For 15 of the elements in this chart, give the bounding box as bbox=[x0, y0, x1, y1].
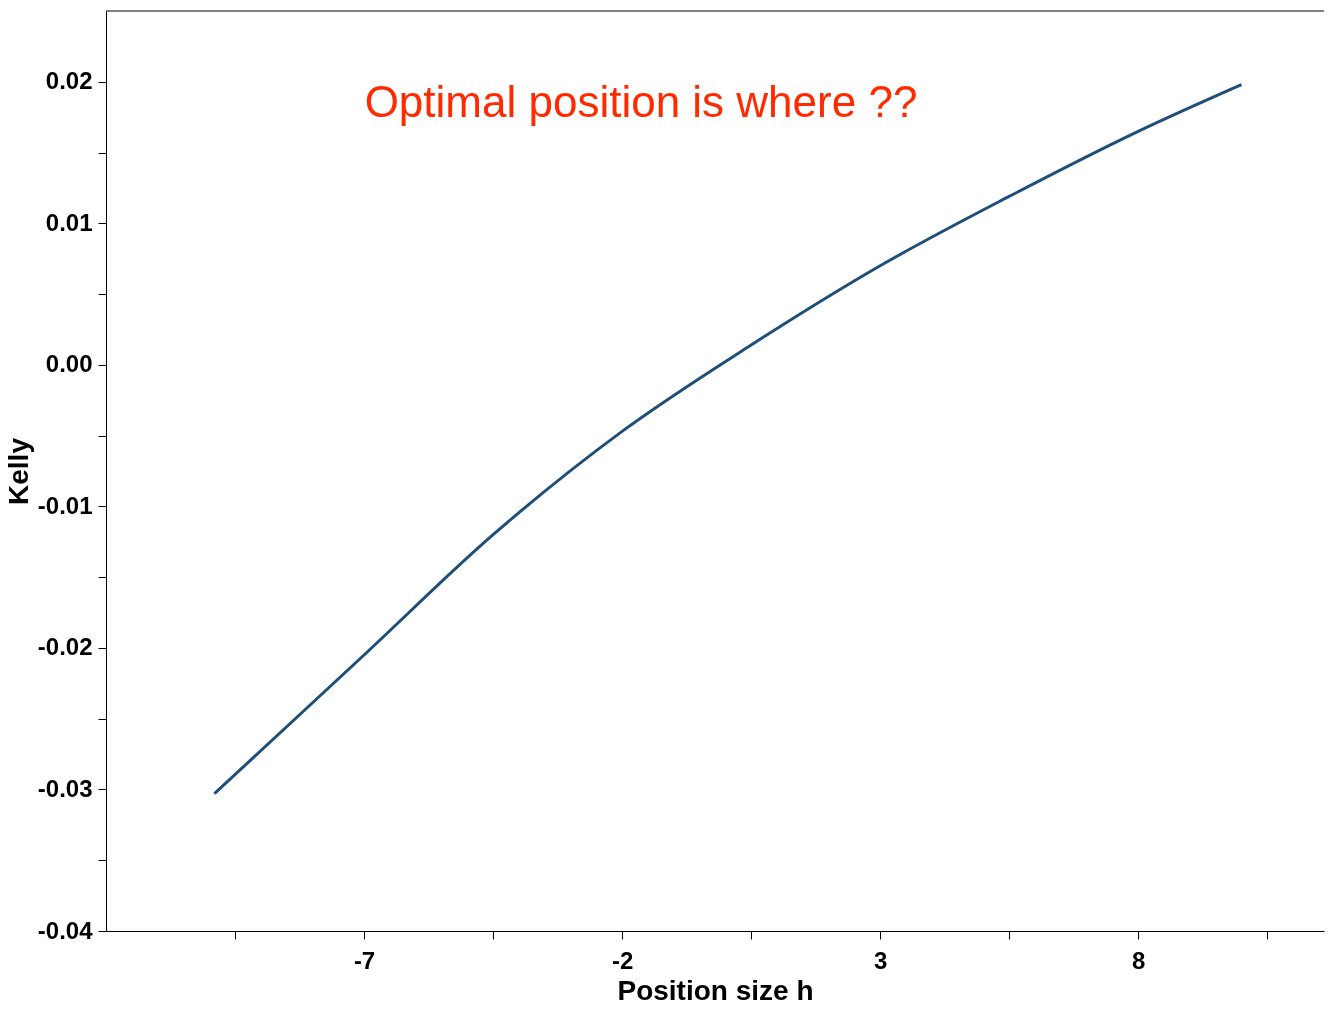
y-axis-title: Kelly bbox=[2, 437, 34, 505]
annotation: Optimal position is where ?? bbox=[364, 77, 918, 126]
x-tick-label: -7 bbox=[353, 946, 376, 974]
x-tick-label: 8 bbox=[1132, 946, 1146, 974]
x-tick-label: 3 bbox=[873, 946, 888, 974]
y-tick-label: -0.02 bbox=[37, 633, 93, 661]
x-axis-title: Position size h bbox=[617, 974, 814, 1006]
y-tick-label: 0.01 bbox=[45, 208, 93, 236]
y-tick-label: 0.00 bbox=[45, 350, 93, 378]
y-tick-label: 0.02 bbox=[45, 67, 93, 95]
y-tick-label: -0.04 bbox=[37, 916, 94, 944]
y-tick-label: -0.01 bbox=[37, 491, 93, 519]
x-tick-label: -2 bbox=[611, 946, 634, 974]
line-series bbox=[212, 83, 1243, 796]
y-tick-label: -0.03 bbox=[37, 774, 93, 802]
